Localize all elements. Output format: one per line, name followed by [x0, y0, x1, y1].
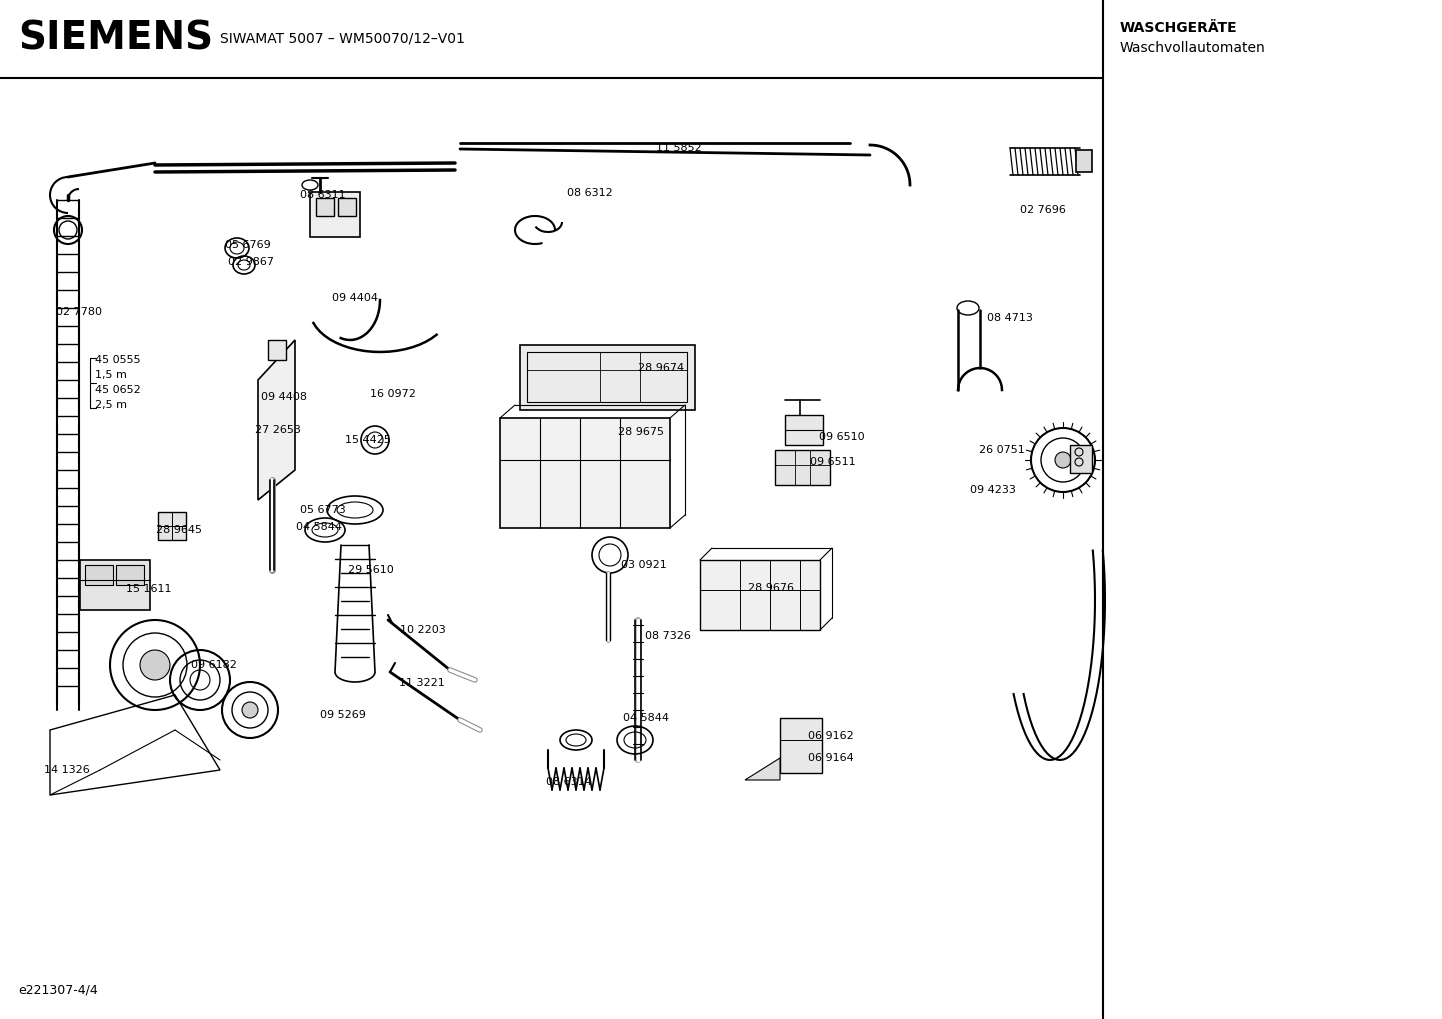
- Text: WASCHGERÄTE: WASCHGERÄTE: [1120, 21, 1237, 35]
- Bar: [774, 450, 831, 485]
- Text: 02 7780: 02 7780: [56, 307, 102, 317]
- Bar: [79, 560, 150, 610]
- Text: 11 5852: 11 5852: [656, 143, 702, 153]
- Text: 05 6773: 05 6773: [300, 505, 346, 515]
- Text: 28 9645: 28 9645: [156, 525, 202, 535]
- Bar: [316, 198, 335, 216]
- Text: 11 3221: 11 3221: [399, 678, 444, 688]
- Text: 09 4408: 09 4408: [261, 392, 307, 403]
- Text: 1,5 m: 1,5 m: [95, 370, 127, 380]
- Text: 16 0972: 16 0972: [371, 389, 415, 399]
- Text: SIEMENS: SIEMENS: [17, 19, 213, 57]
- Text: 08 6314: 08 6314: [547, 777, 591, 787]
- Bar: [780, 718, 822, 773]
- Bar: [500, 418, 671, 528]
- Bar: [115, 565, 144, 585]
- Text: 28 9674: 28 9674: [637, 363, 684, 373]
- Bar: [85, 565, 112, 585]
- Bar: [337, 198, 356, 216]
- Bar: [1076, 150, 1092, 172]
- Text: 29 5610: 29 5610: [348, 565, 394, 575]
- Polygon shape: [746, 758, 780, 780]
- Ellipse shape: [1056, 452, 1071, 468]
- Text: 14 1326: 14 1326: [45, 765, 89, 775]
- Bar: [268, 340, 286, 360]
- Bar: [699, 560, 820, 630]
- Bar: [1070, 445, 1092, 473]
- Text: 09 6511: 09 6511: [810, 457, 855, 467]
- Text: 02 7696: 02 7696: [1019, 205, 1066, 215]
- Text: e221307-4/4: e221307-4/4: [17, 983, 98, 997]
- Bar: [310, 192, 360, 237]
- Text: 08 7326: 08 7326: [645, 631, 691, 641]
- Text: 45 0555: 45 0555: [95, 355, 141, 365]
- Text: 28 9676: 28 9676: [748, 583, 795, 593]
- Bar: [784, 415, 823, 445]
- Text: 03 0921: 03 0921: [622, 560, 666, 570]
- Text: Waschvollautomaten: Waschvollautomaten: [1120, 41, 1266, 55]
- Polygon shape: [258, 340, 296, 500]
- Ellipse shape: [140, 650, 170, 680]
- Text: 02 9867: 02 9867: [228, 257, 274, 267]
- Text: 08 6311: 08 6311: [300, 190, 346, 200]
- Text: 06 9162: 06 9162: [808, 731, 854, 741]
- Text: 09 4233: 09 4233: [970, 485, 1015, 495]
- Text: 09 6510: 09 6510: [819, 432, 865, 442]
- Text: 27 2653: 27 2653: [255, 425, 301, 435]
- Text: 04 5844: 04 5844: [296, 522, 342, 532]
- Text: 10 2203: 10 2203: [399, 625, 446, 635]
- Text: SIWAMAT 5007 – WM50070/12–V01: SIWAMAT 5007 – WM50070/12–V01: [221, 31, 464, 45]
- Text: 08 6312: 08 6312: [567, 187, 613, 198]
- Text: 06 9164: 06 9164: [808, 753, 854, 763]
- Bar: [526, 352, 686, 403]
- Text: 09 6182: 09 6182: [190, 660, 236, 671]
- Text: 08 4713: 08 4713: [986, 313, 1032, 323]
- Ellipse shape: [242, 702, 258, 718]
- Bar: [159, 512, 186, 540]
- Text: 26 0751: 26 0751: [979, 445, 1025, 455]
- Text: 04 5844: 04 5844: [623, 713, 669, 723]
- Text: 15 4425: 15 4425: [345, 435, 391, 445]
- Text: 05 6769: 05 6769: [225, 240, 271, 250]
- Text: 45 0652: 45 0652: [95, 385, 141, 395]
- Text: 28 9675: 28 9675: [619, 427, 663, 437]
- Bar: [521, 345, 695, 410]
- Text: 2,5 m: 2,5 m: [95, 400, 127, 410]
- Text: 09 5269: 09 5269: [320, 710, 366, 720]
- Text: 15 1611: 15 1611: [125, 584, 172, 594]
- Text: 09 4404: 09 4404: [332, 293, 378, 303]
